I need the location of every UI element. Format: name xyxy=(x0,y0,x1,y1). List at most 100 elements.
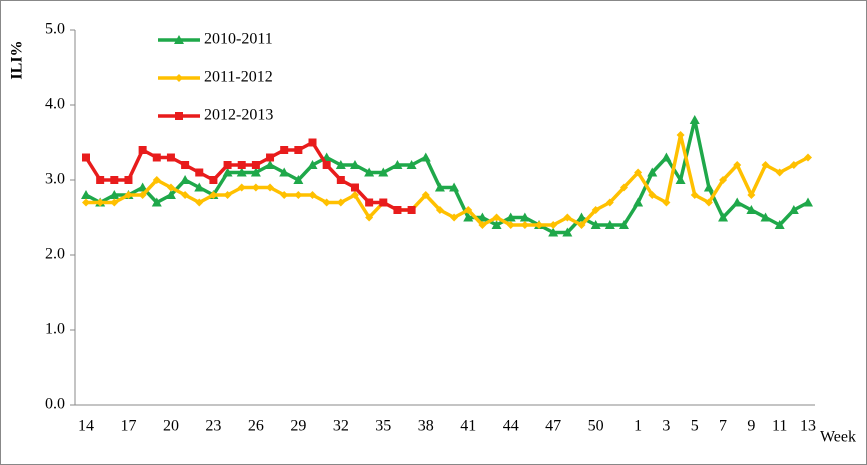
point xyxy=(477,212,488,222)
point xyxy=(335,160,346,169)
point xyxy=(491,220,502,229)
point xyxy=(591,206,600,214)
point xyxy=(746,205,757,214)
point xyxy=(181,191,190,199)
point xyxy=(209,191,218,199)
x-tick-label: 32 xyxy=(333,418,349,435)
point xyxy=(563,213,572,222)
point xyxy=(590,220,601,229)
point xyxy=(519,212,530,222)
x-tick-label: 23 xyxy=(205,418,221,435)
point xyxy=(406,160,417,169)
point xyxy=(195,168,204,177)
point xyxy=(251,183,260,192)
point xyxy=(520,221,529,229)
point xyxy=(152,153,161,162)
point xyxy=(336,198,345,207)
point xyxy=(789,161,798,169)
x-tick-label: 11 xyxy=(772,418,787,435)
point xyxy=(633,197,644,207)
point xyxy=(124,176,133,184)
point xyxy=(719,176,728,184)
point xyxy=(166,153,175,162)
point xyxy=(294,146,303,154)
point xyxy=(421,191,430,199)
point xyxy=(435,206,444,214)
point xyxy=(322,161,331,169)
point xyxy=(548,227,559,237)
x-tick-label: 44 xyxy=(503,418,519,435)
x-tick-label: 13 xyxy=(800,418,816,435)
point xyxy=(222,167,233,177)
legend-label: 2011-2012 xyxy=(204,69,273,86)
point xyxy=(576,212,587,222)
point xyxy=(110,198,119,207)
point xyxy=(618,220,629,229)
point xyxy=(336,176,345,184)
point xyxy=(804,153,812,162)
point xyxy=(675,175,686,184)
point xyxy=(775,168,784,177)
point xyxy=(180,175,191,184)
point xyxy=(732,197,743,207)
point xyxy=(350,191,359,199)
point xyxy=(165,190,176,199)
point xyxy=(365,213,374,222)
point xyxy=(420,152,431,162)
point xyxy=(648,191,657,199)
point xyxy=(223,161,232,169)
point xyxy=(96,176,105,184)
x-tick-label: 38 xyxy=(418,418,434,435)
point xyxy=(251,161,260,169)
legend-label: 2012-2013 xyxy=(204,107,273,124)
point xyxy=(137,182,148,192)
x-tick-label: 9 xyxy=(747,418,755,435)
y-axis-label: ILI% xyxy=(9,40,26,79)
point xyxy=(181,161,190,169)
point xyxy=(760,212,771,222)
y-tick-label: 4.0 xyxy=(45,96,65,113)
point xyxy=(478,221,487,229)
point xyxy=(634,168,643,177)
point xyxy=(365,198,374,207)
point xyxy=(619,183,628,192)
point xyxy=(138,146,147,154)
point xyxy=(152,176,161,184)
point xyxy=(704,198,713,207)
point xyxy=(464,206,473,214)
point xyxy=(604,220,615,229)
point xyxy=(322,198,331,207)
series-line xyxy=(85,118,809,235)
point xyxy=(307,160,318,169)
y-tick-label: 2.0 xyxy=(45,246,65,263)
series-line xyxy=(86,133,809,227)
point xyxy=(733,161,742,169)
point xyxy=(703,182,714,192)
point xyxy=(266,183,275,192)
point xyxy=(562,227,573,237)
x-tick-label: 3 xyxy=(662,418,670,435)
point xyxy=(349,160,360,169)
x-tick-label: 26 xyxy=(248,418,264,435)
point xyxy=(195,198,204,207)
y-tick-label: 3.0 xyxy=(45,171,65,188)
point xyxy=(294,191,303,199)
point xyxy=(803,197,813,207)
y-tick-label: 0.0 xyxy=(45,396,65,413)
point xyxy=(761,161,770,169)
point xyxy=(250,167,261,177)
point xyxy=(647,167,658,177)
point xyxy=(350,183,359,192)
point xyxy=(175,112,183,120)
point xyxy=(605,198,614,207)
point xyxy=(393,206,402,214)
point xyxy=(364,167,375,177)
legend-label: 2010-2011 xyxy=(204,31,273,48)
point xyxy=(463,212,474,222)
point xyxy=(788,205,799,214)
point xyxy=(237,161,246,169)
x-tick-label: 20 xyxy=(163,418,179,435)
point xyxy=(223,191,232,199)
